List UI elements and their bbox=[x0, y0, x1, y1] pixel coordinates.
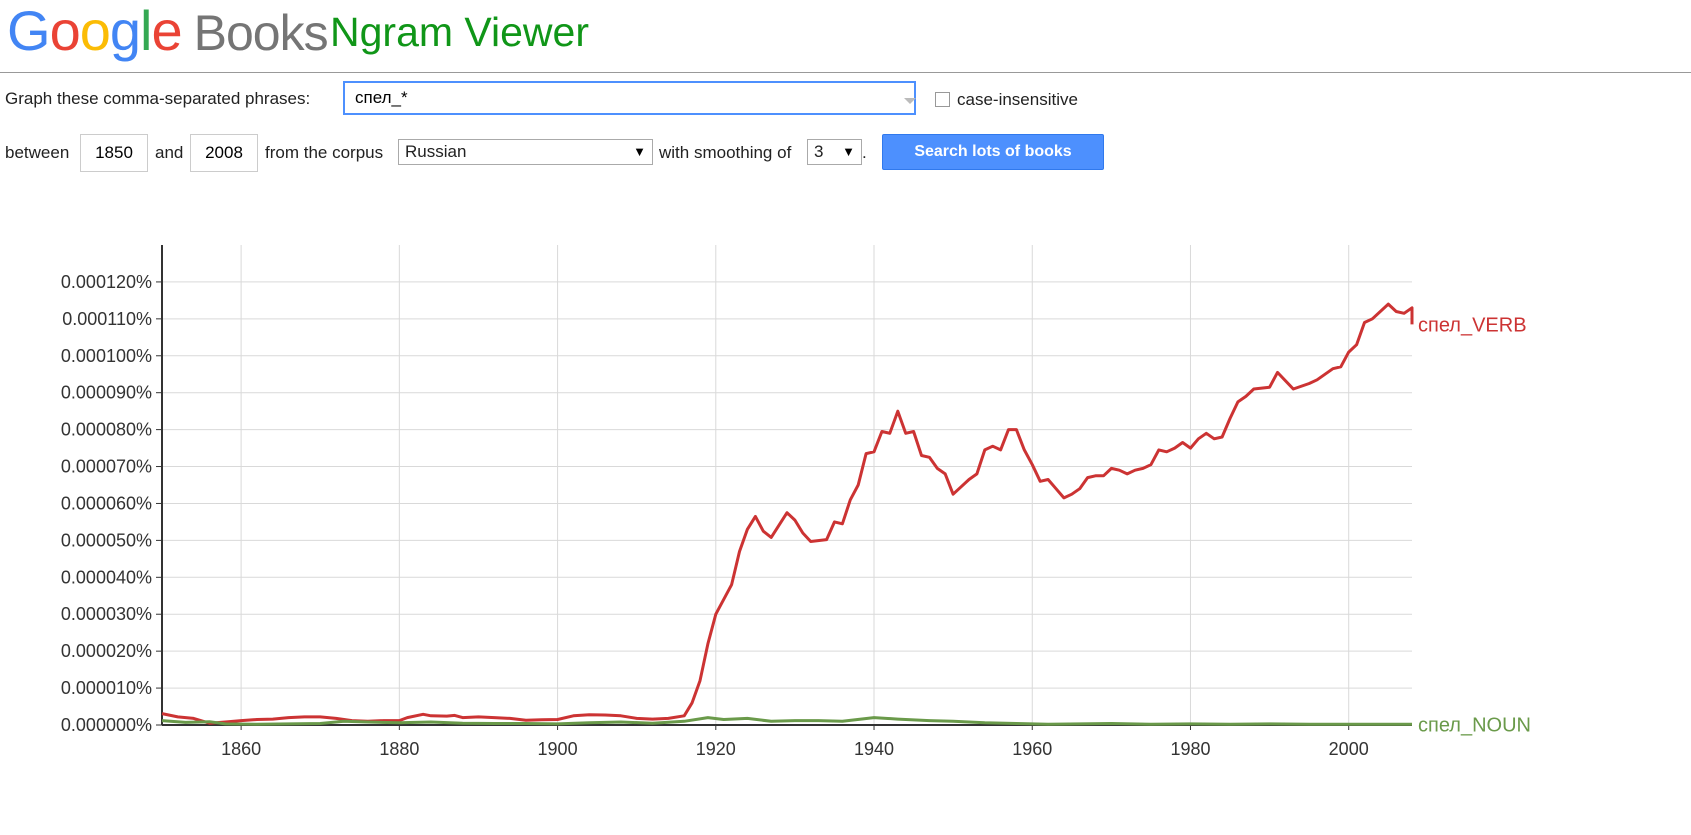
dropdown-arrow-icon: ▼ bbox=[633, 144, 646, 159]
logo-letter-5: l bbox=[140, 0, 152, 62]
logo-letter-2: o bbox=[49, 0, 81, 62]
smoothing-label: with smoothing of bbox=[659, 143, 792, 162]
phrases-label: Graph these comma-separated phrases: bbox=[5, 89, 311, 108]
case-insensitive-label: case-insensitive bbox=[957, 90, 1078, 109]
x-tick-label: 1920 bbox=[696, 739, 736, 759]
google-wordmark: Google bbox=[7, 0, 183, 62]
x-tick-label: 1880 bbox=[379, 739, 419, 759]
logo-letter-4: g bbox=[109, 0, 141, 62]
y-tick-label: 0.000020% bbox=[61, 641, 152, 661]
x-tick-label: 1900 bbox=[538, 739, 578, 759]
series-label: спел_NOUN bbox=[1418, 714, 1531, 736]
and-label: and bbox=[155, 143, 184, 162]
corpus-label: from the corpus bbox=[265, 143, 384, 162]
ngram-chart: 0.000000% 0.000010% 0.000020% 0.000030% 0.00… bbox=[61, 245, 1531, 759]
y-tick-label: 0.000040% bbox=[61, 567, 152, 587]
x-tick-label: 1940 bbox=[854, 739, 894, 759]
y-tick-label: 0.000000% bbox=[61, 715, 152, 735]
y-tick-label: 0.000070% bbox=[61, 457, 152, 477]
series-line bbox=[161, 716, 1412, 726]
start-year-input[interactable] bbox=[80, 134, 148, 172]
chevron-down-icon[interactable] bbox=[904, 98, 916, 104]
y-tick-label: 0.000110% bbox=[62, 309, 152, 329]
y-tick-label: 0.000060% bbox=[61, 493, 152, 513]
logo-letter-6: e bbox=[151, 0, 182, 62]
y-tick-label: 0.000050% bbox=[61, 530, 152, 550]
x-tick-label: 1980 bbox=[1170, 739, 1210, 759]
series-line bbox=[161, 302, 1414, 725]
y-tick-label: 0.000090% bbox=[61, 383, 152, 403]
corpus-select-value: Russian bbox=[405, 142, 467, 161]
logo-letter-1: G bbox=[7, 0, 51, 62]
header: Google Books Ngram Viewer bbox=[0, 0, 1691, 73]
google-books-logo[interactable]: Google Books bbox=[7, 0, 329, 63]
dropdown-arrow-icon: ▼ bbox=[842, 144, 855, 159]
books-wordmark: Books bbox=[193, 5, 329, 61]
app-title: Ngram Viewer bbox=[330, 9, 589, 55]
series-label: спел_VERB bbox=[1418, 314, 1527, 336]
search-button[interactable]: Search lots of books bbox=[882, 134, 1104, 170]
x-tick-label: 1860 bbox=[221, 739, 261, 759]
logo-letter-3: o bbox=[79, 0, 111, 62]
corpus-select[interactable]: Russian ▼ bbox=[398, 139, 653, 165]
x-tick-label: 2000 bbox=[1329, 739, 1369, 759]
y-tick-label: 0.000100% bbox=[61, 346, 152, 366]
period-text: . bbox=[862, 143, 867, 162]
between-label: between bbox=[5, 143, 70, 162]
smoothing-select[interactable]: 3 ▼ bbox=[807, 139, 862, 165]
y-tick-label: 0.000080% bbox=[61, 420, 152, 440]
x-tick-label: 1960 bbox=[1012, 739, 1052, 759]
y-tick-label: 0.000120% bbox=[61, 272, 152, 292]
smoothing-select-value: 3 bbox=[814, 142, 824, 161]
y-tick-label: 0.000010% bbox=[61, 678, 152, 698]
y-tick-label: 0.000030% bbox=[61, 604, 152, 624]
phrases-input[interactable] bbox=[343, 81, 916, 115]
case-insensitive-checkbox[interactable] bbox=[935, 92, 950, 107]
end-year-input[interactable] bbox=[190, 134, 258, 172]
